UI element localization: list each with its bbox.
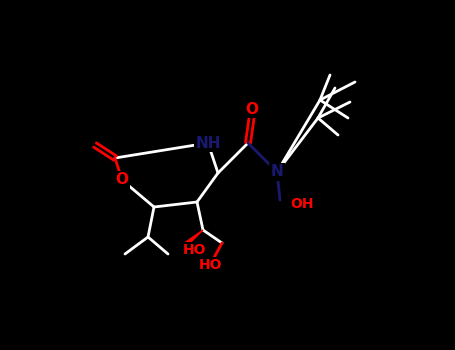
Text: HO: HO [198,258,222,272]
Text: O: O [246,102,258,117]
Text: O: O [116,173,128,188]
Text: N: N [271,164,283,180]
Text: NH: NH [195,135,221,150]
Polygon shape [184,230,203,246]
Text: HO: HO [183,243,207,257]
Text: OH: OH [290,197,313,211]
